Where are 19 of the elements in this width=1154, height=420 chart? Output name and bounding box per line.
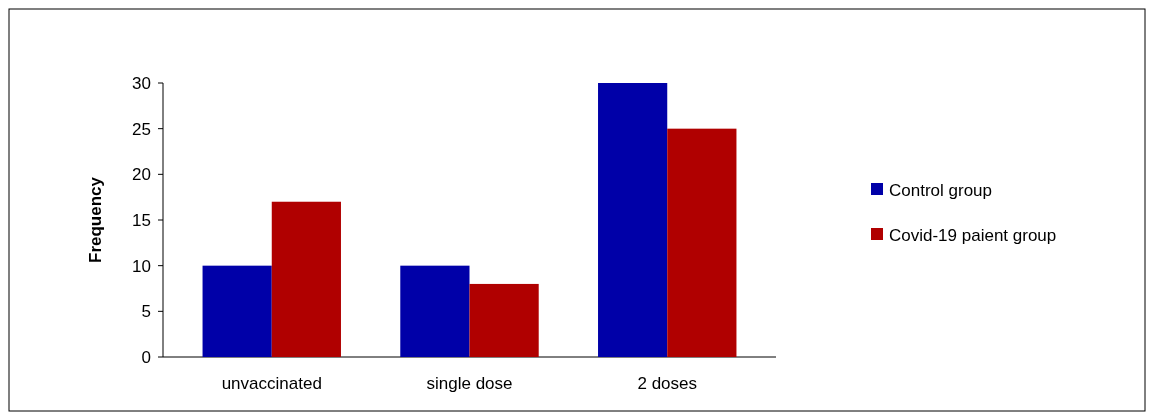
bar <box>271 201 341 357</box>
x-tick-label: 2 doses <box>637 374 698 393</box>
x-tick-label: single dose <box>426 374 513 393</box>
bar <box>598 83 668 357</box>
bar <box>400 265 470 357</box>
y-axis-title: Frequency <box>86 176 105 263</box>
y-tick-label: 30 <box>132 73 151 93</box>
legend-label: Control group <box>889 180 993 200</box>
bar <box>469 283 539 357</box>
y-tick-label: 15 <box>132 210 151 230</box>
x-tick-label: unvaccinated <box>221 374 322 393</box>
y-tick-label: 0 <box>141 347 151 367</box>
bar <box>667 128 737 357</box>
y-tick-label: 10 <box>132 256 151 276</box>
y-tick-label: 20 <box>132 165 151 185</box>
y-tick-label: 25 <box>132 119 151 139</box>
bar <box>202 265 272 357</box>
legend-label: Covid-19 paient group <box>889 225 1057 245</box>
y-tick-label: 5 <box>141 302 151 322</box>
